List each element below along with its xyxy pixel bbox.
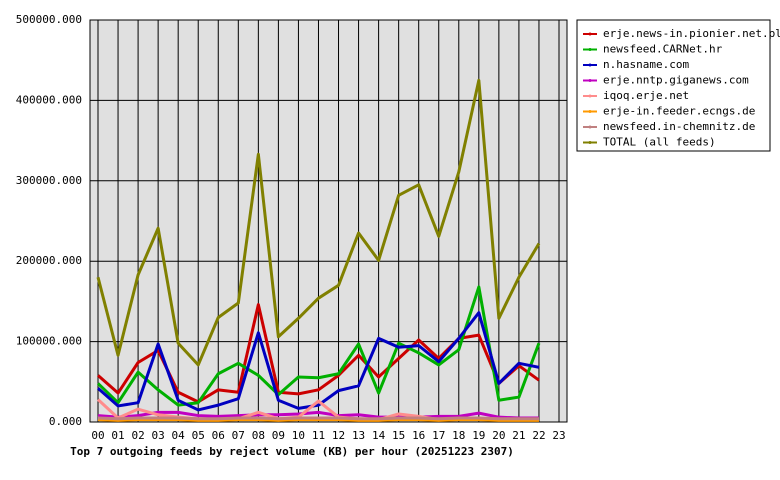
legend-dot [588,79,592,82]
legend-dot [588,63,592,67]
x-tick-label: 14 [372,429,386,442]
plot-area [89,19,568,423]
legend-label: newsfeed.in-chemnitz.de [603,120,755,133]
legend-label: iqoq.erje.net [603,89,689,102]
x-tick-label: 13 [352,429,365,442]
legend-label: TOTAL (all feeds) [603,136,716,149]
line-series [97,416,539,421]
x-tick-label: 10 [292,429,305,442]
legend-label: erje-in.feeder.ecngs.de [603,105,755,118]
x-tick-label: 05 [192,429,205,442]
x-tick-label: 11 [312,429,325,442]
x-tick-label: 03 [152,429,165,442]
x-tick-label: 23 [552,429,565,442]
legend-dot [588,94,592,98]
y-tick-label: 300000.000 [16,174,82,187]
x-tick-label: 07 [232,429,245,442]
y-tick-label: 100000.000 [16,335,82,348]
x-tick-label: 17 [432,429,445,442]
chart-title: Top 7 outgoing feeds by reject volume (K… [70,445,514,458]
legend-label: erje.news-in.pionier.net.pl [603,27,780,40]
x-tick-label: 15 [392,429,405,442]
line-series [96,78,541,367]
x-tick-label: 04 [172,429,186,442]
y-tick-label: 400000.000 [16,93,82,106]
legend-dot [588,110,592,113]
legend-dot [588,141,592,144]
legend-label: erje.nntp.giganews.com [603,74,749,87]
y-tick-label: 500000.000 [16,13,82,26]
x-tick-label: 01 [111,429,124,442]
legend-dot [588,125,592,129]
legend-dot [588,48,592,51]
x-tick-label: 19 [472,429,485,442]
x-tick-label: 22 [532,429,545,442]
y-tick-label: 0.000 [49,415,82,428]
legend-label: newsfeed.CARNet.hr [603,43,723,56]
x-tick-label: 00 [91,429,104,442]
x-tick-label: 09 [272,429,285,442]
x-tick-label: 02 [131,429,144,442]
x-tick-label: 20 [492,429,505,442]
x-tick-label: 18 [452,429,465,442]
legend-label: n.hasname.com [603,58,689,71]
y-tick-label: 200000.000 [16,254,82,267]
x-tick-label: 06 [212,429,225,442]
line-series [97,410,539,420]
x-tick-label: 12 [332,429,345,442]
line-series [97,418,539,422]
x-tick-label: 21 [512,429,525,442]
legend [576,19,771,152]
line-series [97,311,540,412]
legend-dot [588,32,592,36]
x-tick-label: 16 [412,429,425,442]
x-tick-label: 08 [252,429,265,442]
